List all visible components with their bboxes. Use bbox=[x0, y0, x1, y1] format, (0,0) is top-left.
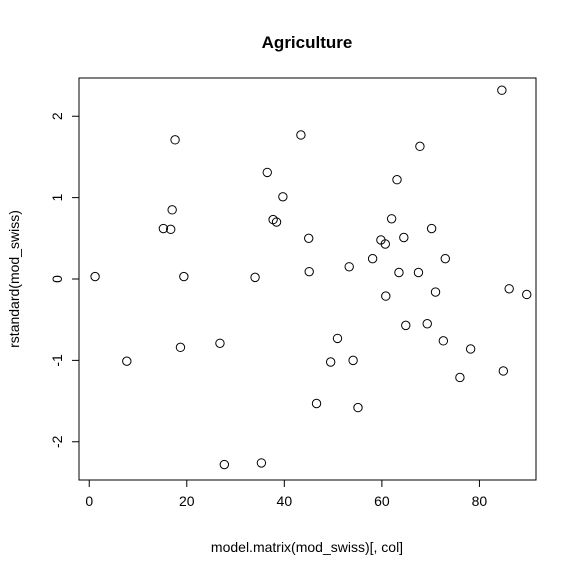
data-point bbox=[399, 232, 409, 243]
data-point bbox=[497, 85, 507, 95]
plot-frame bbox=[78, 77, 537, 481]
x-tick-label: 60 bbox=[374, 493, 390, 509]
data-point bbox=[296, 130, 306, 140]
y-tick-label: 2 bbox=[49, 112, 65, 120]
data-point bbox=[271, 217, 282, 227]
data-point bbox=[325, 357, 336, 367]
data-point bbox=[401, 320, 411, 331]
data-point bbox=[353, 402, 363, 413]
x-tick-label: 0 bbox=[85, 493, 93, 509]
x-tick-label: 40 bbox=[277, 493, 293, 509]
data-point bbox=[455, 372, 465, 383]
data-point bbox=[311, 398, 322, 409]
data-point bbox=[367, 253, 378, 264]
data-point bbox=[179, 271, 189, 282]
data-point bbox=[498, 366, 509, 376]
y-tick-label: 0 bbox=[49, 275, 65, 283]
data-point bbox=[122, 356, 132, 366]
data-point bbox=[415, 141, 425, 152]
data-point bbox=[262, 167, 272, 178]
data-point bbox=[348, 355, 358, 366]
data-point bbox=[426, 223, 437, 234]
x-tick-label: 20 bbox=[179, 493, 195, 509]
data-point bbox=[278, 192, 288, 202]
data-point bbox=[165, 224, 176, 235]
data-point bbox=[386, 214, 397, 224]
data-point bbox=[304, 233, 314, 244]
y-tick-label: -1 bbox=[49, 354, 65, 367]
data-points bbox=[90, 85, 532, 470]
data-point bbox=[170, 135, 180, 145]
data-point bbox=[256, 458, 267, 468]
data-point bbox=[215, 338, 225, 348]
data-point bbox=[392, 175, 402, 185]
data-point bbox=[504, 284, 514, 294]
data-point bbox=[465, 344, 476, 354]
y-axis: -2 -1 0 1 2 bbox=[49, 112, 80, 448]
data-point bbox=[440, 253, 450, 264]
y-tick-label: -2 bbox=[49, 435, 65, 448]
data-point bbox=[332, 333, 343, 344]
x-axis-label: model.matrix(mod_swiss)[, col] bbox=[211, 539, 403, 555]
data-point bbox=[250, 272, 260, 283]
data-point bbox=[381, 291, 391, 301]
data-point bbox=[90, 271, 100, 282]
data-point bbox=[430, 287, 441, 297]
data-point bbox=[394, 267, 404, 278]
data-point bbox=[344, 262, 354, 272]
data-point bbox=[304, 266, 314, 277]
y-tick-label: 1 bbox=[49, 194, 65, 202]
data-point bbox=[219, 459, 230, 470]
chart-title: Agriculture bbox=[262, 33, 353, 52]
data-point bbox=[422, 319, 432, 329]
data-point bbox=[167, 205, 177, 215]
data-point bbox=[158, 223, 169, 234]
data-point bbox=[175, 342, 186, 353]
data-point bbox=[268, 214, 278, 225]
data-point bbox=[413, 267, 424, 278]
data-point bbox=[522, 289, 532, 300]
data-point bbox=[380, 239, 390, 249]
x-axis: 0 20 40 60 80 bbox=[85, 479, 488, 509]
y-axis-label: rstandard(mod_swiss) bbox=[6, 210, 22, 348]
x-tick-label: 80 bbox=[472, 493, 488, 509]
data-point bbox=[438, 336, 449, 346]
